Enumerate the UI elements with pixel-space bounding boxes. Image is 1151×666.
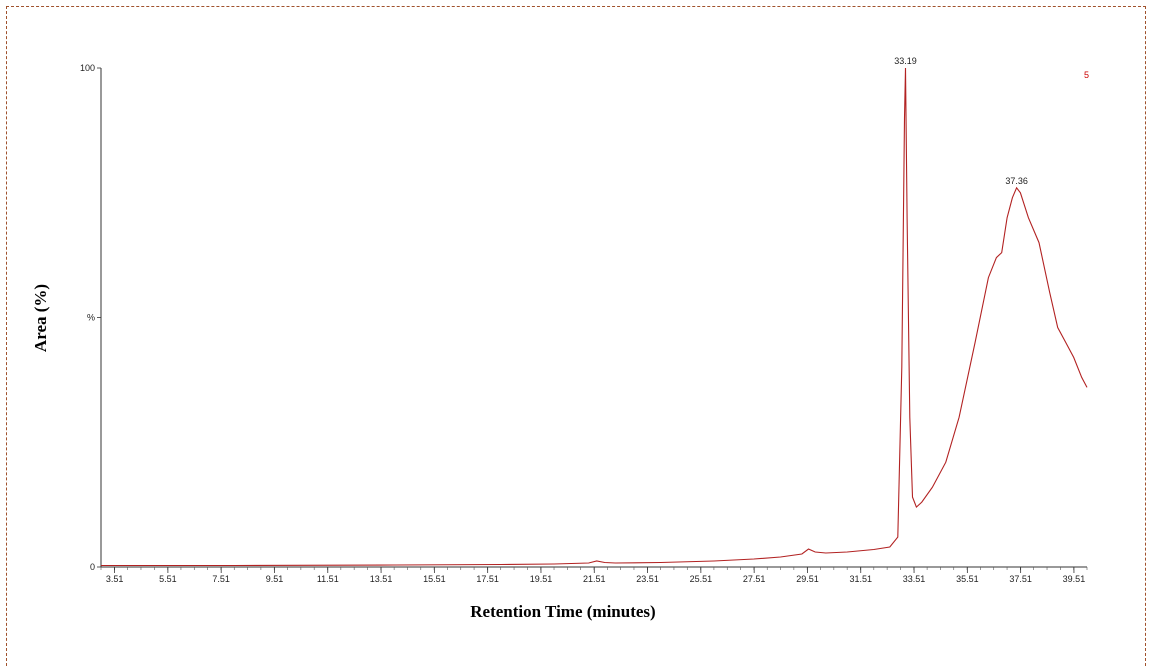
peak-labels: 33.19 37.36	[894, 56, 1028, 186]
y-axis-title: Area (%)	[31, 284, 50, 352]
x-tick-label: 19.51	[530, 574, 553, 584]
x-axis-title: Retention Time (minutes)	[470, 602, 655, 621]
x-tick-label: 33.51	[903, 574, 926, 584]
peak-label: 37.36	[1005, 176, 1028, 186]
x-tick-label: 37.51	[1009, 574, 1032, 584]
x-tick-label: 5.51	[159, 574, 177, 584]
x-tick-label: 29.51	[796, 574, 819, 584]
corner-mark: 5	[1084, 70, 1089, 80]
x-tick-label: 35.51	[956, 574, 979, 584]
x-tick-label: 11.51	[317, 574, 339, 584]
y-tick-label: 100	[80, 63, 95, 73]
x-tick-label: 25.51	[690, 574, 713, 584]
series-line	[101, 67, 1088, 567]
x-major-ticks: 3.51 5.51 7.51 9.51 11.51 13.51 15.51 17.51 19.5…	[106, 567, 1085, 584]
y-ticks: 0% 100	[80, 63, 101, 572]
y-tick-label: %	[87, 313, 95, 323]
x-tick-label: 31.51	[849, 574, 872, 584]
y-tick-label: 0	[90, 562, 95, 572]
x-tick-label: 23.51	[636, 574, 659, 584]
peak-label: 33.19	[894, 56, 917, 66]
x-tick-label: 21.51	[583, 574, 606, 584]
x-tick-label: 13.51	[370, 574, 393, 584]
x-tick-label: 15.51	[423, 574, 446, 584]
x-tick-label: 39.51	[1063, 574, 1086, 584]
x-tick-label: 17.51	[476, 574, 499, 584]
x-tick-label: 9.51	[266, 574, 284, 584]
figure-frame	[6, 6, 1146, 666]
x-tick-label: 7.51	[212, 574, 230, 584]
axes	[100, 68, 1087, 568]
x-tick-label: 27.51	[743, 574, 766, 584]
x-tick-label: 3.51	[106, 574, 124, 584]
